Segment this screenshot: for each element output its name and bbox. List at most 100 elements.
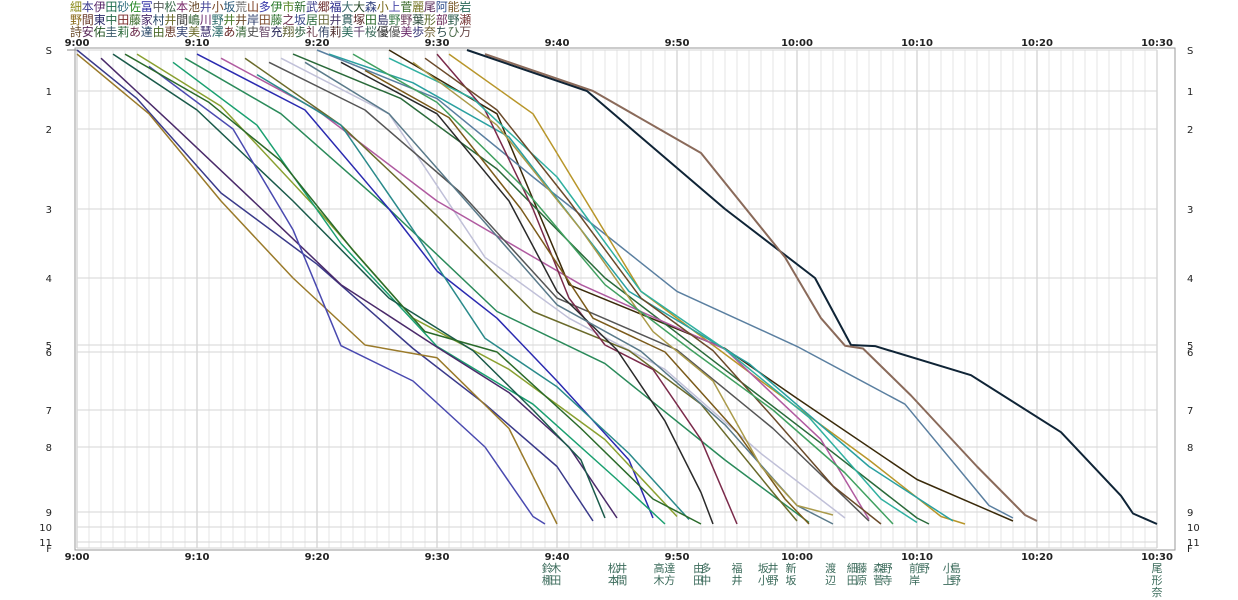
series-line-27 (412, 61, 834, 516)
finish-label-char: 鈴 (542, 561, 553, 575)
x-tick-label-bottom: 10:00 (781, 552, 813, 563)
legend-entry: あ (223, 26, 236, 39)
finish-label-char: 細 (847, 562, 858, 575)
series-line-20 (112, 53, 606, 519)
legend-entry: 阿 (435, 1, 448, 14)
legend-entry: 莉 (329, 26, 342, 39)
finish-label-char: 井 (768, 561, 779, 575)
series-line-1 (466, 49, 1158, 525)
legend-entry: 優 (388, 26, 401, 39)
legend-entry: 田 (117, 13, 130, 26)
finish-label-char: 井 (732, 573, 743, 587)
legend-entry: 詩 (70, 26, 83, 39)
legend-entry: 池 (187, 1, 200, 14)
legend-entry: 美 (400, 26, 413, 39)
legend-entry: 伊 (93, 1, 106, 14)
finish-label-char: 森 (873, 561, 884, 575)
legend-entry: 東 (93, 13, 106, 26)
legend-entry: 澤 (211, 26, 224, 39)
finish-label-char: 高 (654, 561, 665, 575)
legend-entry: 田 (105, 1, 118, 14)
finish-label: 達方 (664, 562, 675, 587)
legend-entry: 実 (176, 26, 189, 39)
finish-label-char: 野 (919, 562, 930, 575)
legend-entry: 千 (353, 26, 366, 39)
legend-entry: 井 (223, 13, 236, 26)
series-line-30 (352, 53, 894, 525)
finish-label-char: 松 (608, 561, 619, 575)
y-tick-label-right: 10 (1187, 523, 1200, 534)
finish-label-char: 菅 (873, 574, 884, 587)
x-tick-label-top: 9:10 (185, 38, 210, 49)
y-tick-label-right: 8 (1187, 443, 1193, 454)
finish-label-char: 木 (654, 574, 665, 587)
y-tick-label-left: 7 (46, 406, 52, 417)
legend-entry: 佑 (93, 26, 106, 39)
legend-entry: 形 (423, 13, 436, 26)
finish-label: 小上 (943, 562, 954, 587)
legend-entry: 郷 (317, 1, 330, 14)
legend-entry: 村 (152, 13, 165, 26)
y-tick-label-right: 2 (1187, 125, 1193, 136)
y-tick-label-right: S (1187, 46, 1193, 57)
finish-label-char: 島 (950, 561, 961, 575)
series-line-2 (484, 53, 1038, 522)
legend-entry: 岸 (246, 13, 259, 26)
y-tick-label-left: 10 (39, 523, 52, 534)
finish-label-char: 木 (550, 562, 561, 575)
series-line-18 (76, 49, 594, 522)
finish-label-char: 小 (943, 562, 954, 575)
series-line-19 (100, 57, 618, 519)
finish-label: 野寺 (882, 562, 893, 587)
finish-label: 島野 (950, 561, 961, 587)
finish-label: 森菅 (873, 561, 884, 587)
legend-entry: 智 (258, 26, 271, 39)
legend-entry: 之 (282, 13, 295, 26)
finish-label: 新坂 (786, 561, 797, 587)
finish-label: 野 (919, 562, 930, 575)
legend-entry: 山 (246, 1, 259, 14)
y-tick-label-right: 9 (1187, 508, 1193, 519)
legend-entry: 野 (70, 13, 83, 26)
legend-entry: 達 (140, 26, 153, 39)
x-tick-label-bottom: 9:50 (665, 552, 690, 563)
finish-label: 福井 (732, 561, 743, 587)
legend-entry: 野 (211, 13, 224, 26)
legend-entry: 新 (294, 1, 307, 14)
y-tick-label-left: 2 (46, 125, 52, 136)
legend-entry: 井 (235, 13, 248, 26)
legend-entry: 田 (317, 13, 330, 26)
legend-entry: 清 (235, 26, 248, 39)
x-tick-label-bottom: 10:10 (901, 552, 933, 563)
series-line-7 (292, 53, 930, 525)
y-tick-label-left: 4 (46, 274, 52, 285)
legend-entry: 歩 (412, 26, 425, 39)
finish-label-char: 井 (616, 561, 627, 575)
series-line-8 (280, 57, 846, 519)
y-tick-label-right: 1 (1187, 87, 1193, 98)
legend-entry: 優 (376, 26, 389, 39)
legend-entry: 冨 (140, 1, 153, 14)
legend-entry: 藤 (128, 13, 141, 26)
y-tick-label-left: 11 (39, 538, 52, 549)
legend-entry: 塚 (353, 13, 366, 26)
finish-label-char: 上 (943, 574, 954, 587)
legend-entry: 井 (164, 13, 177, 26)
legend-entry: 美 (341, 26, 354, 39)
legend-entry: 藤 (270, 13, 283, 26)
finish-label-char: 形 (1152, 574, 1163, 587)
legend-entry: 田 (258, 13, 271, 26)
finish-label: 松本 (608, 561, 619, 587)
legend-entry: 充 (270, 26, 283, 39)
legend-entry: 万 (459, 26, 472, 39)
legend-entry: 松 (164, 1, 177, 14)
legend-entry: 部 (435, 13, 448, 26)
legend-entry: 大 (353, 1, 366, 14)
legend-entry: 慧 (199, 26, 212, 39)
x-tick-label-top: 9:30 (425, 38, 450, 49)
legend-entry: 野 (400, 13, 413, 26)
x-tick-label-top: 10:30 (1141, 38, 1173, 49)
finish-label-char: 野 (950, 574, 961, 587)
finish-label: 前岸 (909, 561, 920, 587)
legend-entry: 岩 (459, 1, 472, 14)
